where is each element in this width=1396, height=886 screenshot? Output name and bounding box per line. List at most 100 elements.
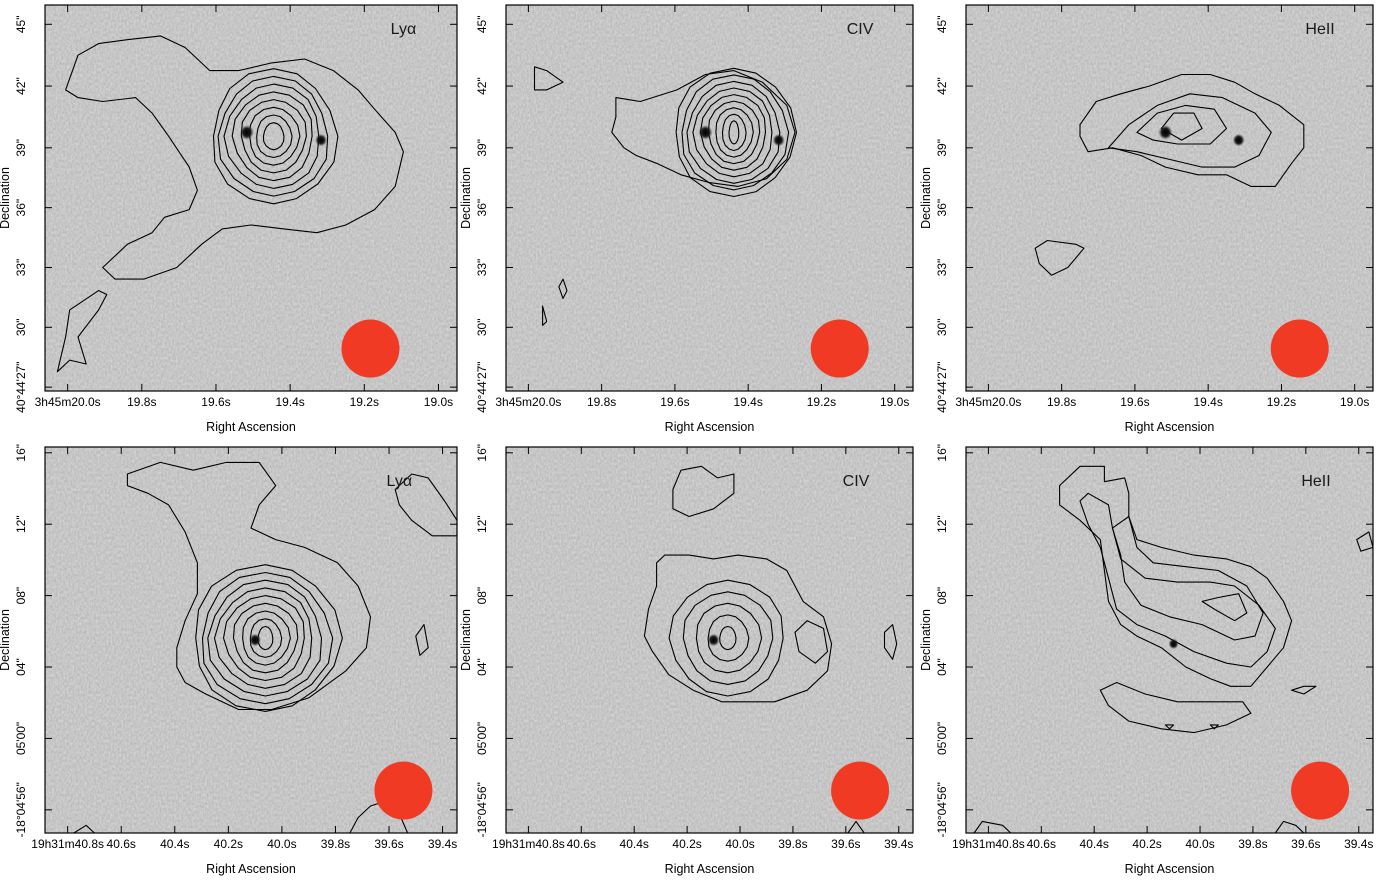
panel-bottom-lya: Lyα 19h31m40.8s 40.6s 40.4s 40.2s 40.0s 39.8s 3… [0,444,458,876]
x-tick-label: 39.8s [321,837,350,851]
x-tick-label: 40.0s [267,837,296,851]
y-tick-label: 12" [475,515,489,533]
x-tick-label: 19.0s [424,395,453,409]
x-tick-label: 3h45m20.0s [495,395,561,409]
x-tick-label: 39.6s [831,837,860,851]
y-tick-label: 42" [935,77,949,95]
contour-line [695,602,763,674]
y-tick-label: 16" [475,444,489,462]
contour-set [533,66,798,326]
y-tick-label: 04" [935,658,949,676]
compact-source [1232,133,1245,147]
y-axis-label: Declination [0,167,12,229]
beam-circle [374,761,433,820]
y-tick-label: 30" [14,319,28,337]
x-tick-label: 19h31m40.8s [492,837,565,851]
plot-frame [965,4,1374,392]
contour-set [56,35,404,373]
x-tick-label: 39.6s [374,837,403,851]
y-tick-label: 45" [475,15,489,33]
y-tick-label: 39" [475,139,489,157]
x-tick-label: 40.2s [214,837,243,851]
panel-noise [45,5,457,391]
y-tick-label: 36" [14,199,28,217]
compact-source [1158,125,1173,140]
y-tick-label: 08" [14,587,28,605]
contour-line [1201,593,1248,622]
y-tick-label: 36" [475,199,489,217]
contour-line [682,591,774,685]
panel-bottom-heii: HeII 19h31m40.8s 40.6s 40.4s 40.2s 40.0s 39.8s… [919,444,1374,876]
contour-line [883,624,898,660]
y-tick-label: 39" [14,139,28,157]
panel-top-heii: HeII 3h45m20.0s 19.8s 19.6s 19.4s 19.2s 19.0s 4… [919,4,1374,434]
beam-circle [831,761,890,820]
contour-line [126,461,372,711]
beam-circle [1291,761,1350,820]
y-axis-label: Declination [459,609,473,671]
x-tick-label: 3h45m20.0s [35,395,101,409]
y-tick-label: 16" [935,444,949,462]
plot-frame [44,4,458,392]
x-tick-label: 19.8s [127,395,156,409]
x-tick-label: 19.2s [807,395,836,409]
x-tick-label: 39.4s [884,837,913,851]
x-tick-label: 19h31m40.8s [31,837,104,851]
y-tick-label: 33" [475,259,489,277]
contour-line [794,620,829,664]
compact-source [1168,638,1179,650]
contour-line [719,625,737,651]
contour-line [681,74,790,191]
contour-line [232,602,299,674]
y-tick-label: -18°04'56" [935,782,949,837]
y-tick-label: 16" [14,444,28,462]
x-tick-label: 19.2s [1267,395,1296,409]
x-tick-label: 40.6s [1027,837,1056,851]
emission-line-label: Lyα [387,473,413,490]
y-tick-label: 42" [475,77,489,95]
contour-line [1209,724,1219,730]
x-tick-label: 19.6s [660,395,689,409]
x-tick-label: 40.2s [1132,837,1161,851]
emission-line-label: HeII [1301,473,1330,490]
contour-line [721,113,747,152]
x-tick-label: 39.6s [1291,837,1320,851]
y-tick-label: 33" [935,259,949,277]
plot-frame [44,446,458,834]
contour-line [1107,93,1272,168]
y-tick-label: 42" [14,77,28,95]
contour-line [715,107,754,158]
compact-source [315,133,328,147]
x-tick-label: 40.4s [620,837,649,851]
contour-line [675,67,798,198]
contour-line [611,70,796,187]
compact-source [772,133,785,147]
y-tick-label: 05'00" [475,722,489,755]
y-tick-label: 30" [935,319,949,337]
x-tick-label: 19.2s [350,395,379,409]
x-axis-label: Right Ascension [665,420,755,434]
y-tick-label: 33" [14,259,28,277]
y-tick-label: 30" [475,319,489,337]
contour-line [242,610,291,666]
contour-line [1099,681,1252,734]
x-tick-label: 40.6s [567,837,596,851]
x-tick-label: 39.8s [1238,837,1267,851]
emission-line-label: CIV [843,473,870,490]
y-tick-label: 08" [475,587,489,605]
x-tick-label: 3h45m20.0s [955,395,1021,409]
x-tick-label: 19.8s [587,395,616,409]
compact-source [249,633,262,647]
y-tick-label: 04" [475,658,489,676]
contour-line [256,114,293,159]
contour-line [195,564,343,712]
contour-line [212,68,339,205]
y-axis-label: Declination [919,609,933,671]
panel-bottom-civ: CIV 19h31m40.8s 40.6s 40.4s 40.2s 40.0s 39.8s 3… [459,444,914,876]
x-tick-label: 19.0s [1340,395,1369,409]
contour-line [672,465,735,518]
x-tick-label: 40.4s [160,837,189,851]
panel-top-lya: Lyα 3h45m20.0s 19.8s 19.6s 19.4s 19.2s 19.0s 40… [0,4,458,434]
y-tick-label: 40°44'27" [475,361,489,412]
x-tick-label: 40.0s [1185,837,1214,851]
